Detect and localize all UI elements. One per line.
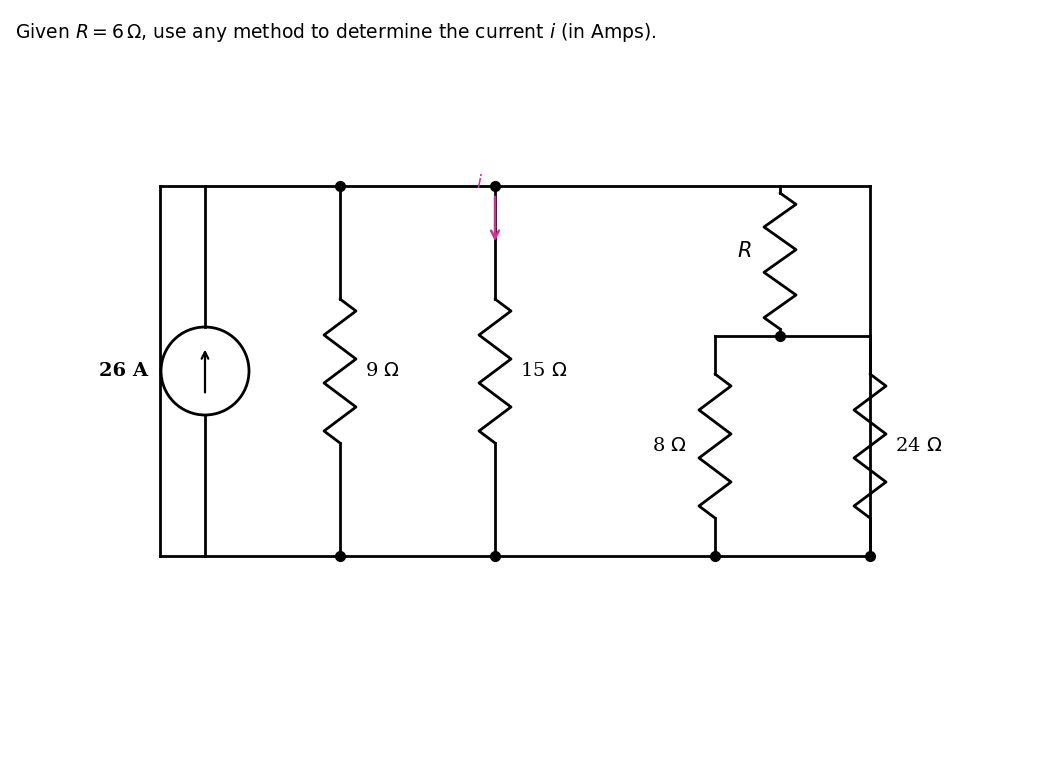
Text: 15 $\Omega$: 15 $\Omega$ <box>520 362 568 380</box>
Text: $R$: $R$ <box>737 241 752 261</box>
Text: $i$: $i$ <box>476 174 483 192</box>
Text: 24 $\Omega$: 24 $\Omega$ <box>895 437 942 455</box>
Text: 8 $\Omega$: 8 $\Omega$ <box>652 437 687 455</box>
Text: 9 $\Omega$: 9 $\Omega$ <box>365 362 400 380</box>
Text: Given $R = 6\,\Omega$, use any method to determine the current $i$ (in Amps).: Given $R = 6\,\Omega$, use any method to… <box>15 21 656 44</box>
Text: 26 A: 26 A <box>99 362 148 380</box>
